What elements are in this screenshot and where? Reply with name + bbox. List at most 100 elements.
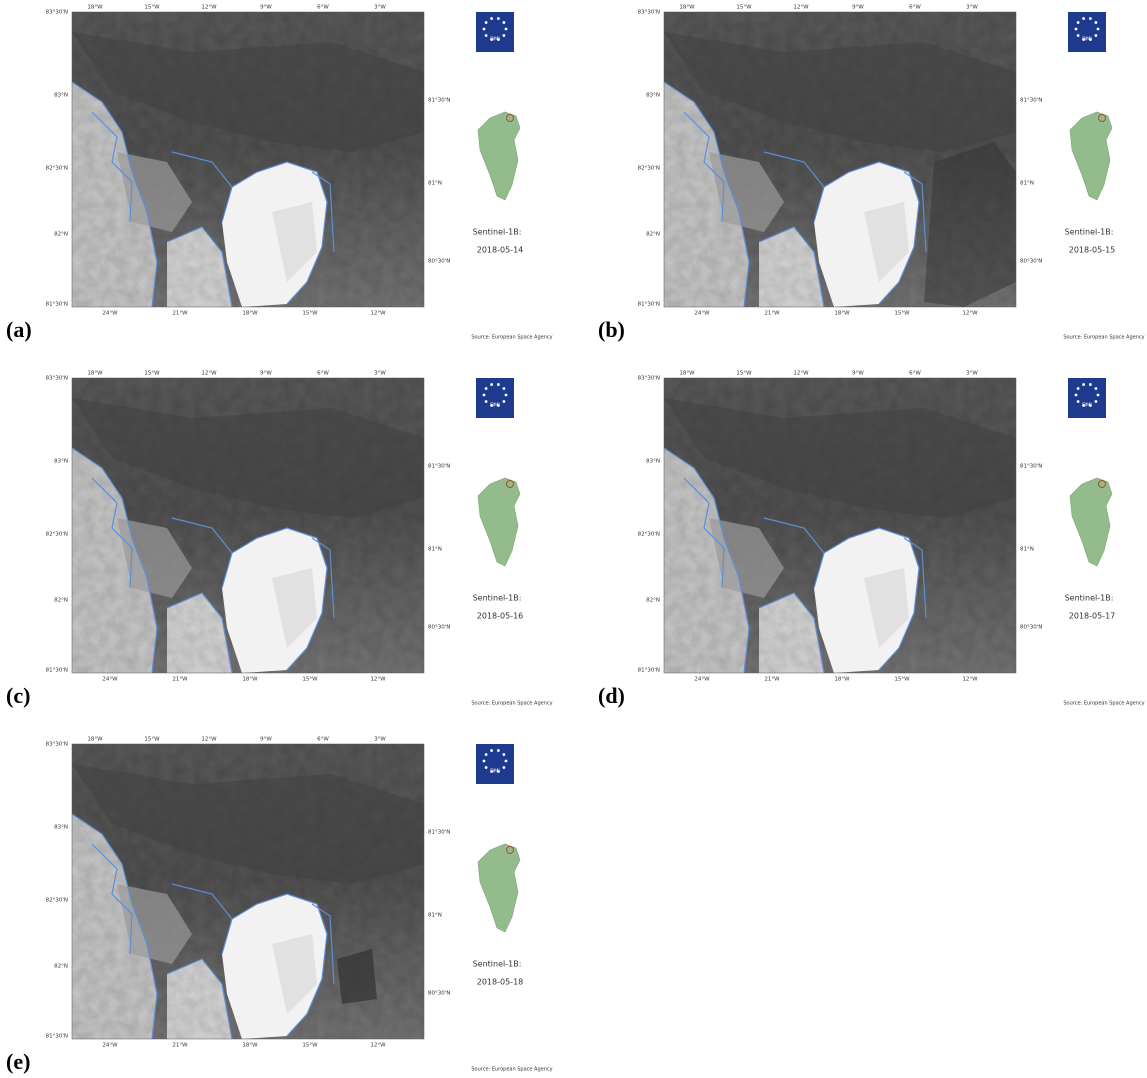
satellite-image xyxy=(72,378,424,673)
dmi-logo: DMI xyxy=(476,12,514,52)
greenland-map xyxy=(478,844,520,932)
top-tick-label: 6°W xyxy=(317,371,329,377)
bottom-tick-label: 15°W xyxy=(302,311,318,317)
bottom-tick-label: 18°W xyxy=(242,311,258,317)
top-tick-label: 9°W xyxy=(852,371,864,377)
bottom-tick-label: 24°W xyxy=(102,311,118,317)
panel: 18°W15°W12°W9°W6°W3°W83°30'N83°N82°30'N8… xyxy=(6,371,553,709)
top-tick-label: 6°W xyxy=(909,5,921,11)
logo-star xyxy=(483,28,486,31)
bottom-tick-label: 15°W xyxy=(894,311,910,317)
logo-star xyxy=(497,383,500,386)
logo-star xyxy=(505,394,508,397)
top-tick-label: 3°W xyxy=(966,5,978,11)
date-label: 2018-05-15 xyxy=(1069,246,1116,255)
logo-box xyxy=(476,744,514,784)
greenland-map xyxy=(1070,478,1112,566)
figure: 18°W 15°W 12°W 9°W 6°W 3°W 83°30'N 83°N 82°30'N 8… xyxy=(0,0,1147,1078)
right-tick-label: 81°N xyxy=(1020,547,1034,553)
top-tick-label: 3°W xyxy=(966,371,978,377)
left-tick-label: 81°30'N xyxy=(46,1034,68,1040)
logo-star xyxy=(497,17,500,20)
logo-star xyxy=(502,387,505,390)
top-tick-label: 9°W xyxy=(260,737,272,743)
bottom-tick-label: 12°W xyxy=(962,677,978,683)
left-tick-label: 82°N xyxy=(646,598,660,604)
bottom-tick-label: 21°W xyxy=(172,311,188,317)
top-tick-label: 15°W xyxy=(144,371,160,377)
right-tick-label: 81°30'N xyxy=(428,830,450,836)
left-tick-label: 83°N xyxy=(54,825,68,831)
logo-star xyxy=(490,17,493,20)
logo-star xyxy=(505,760,508,763)
left-tick-label: 83°30'N xyxy=(46,742,68,748)
date-label: 2018-05-14 xyxy=(477,246,524,255)
logo-star xyxy=(485,34,488,37)
dmi-logo: DMI xyxy=(476,378,514,418)
logo-star xyxy=(1077,387,1080,390)
date-label: 2018-05-16 xyxy=(477,612,524,621)
top-tick-label: 12°W xyxy=(793,5,809,11)
right-tick-label: 81°30'N xyxy=(1020,464,1042,470)
left-tick-label: 82°30'N xyxy=(46,166,68,172)
left-tick-label: 82°N xyxy=(646,232,660,238)
source-label: Source: European Space Agency xyxy=(471,1067,552,1073)
right-tick-label: 81°N xyxy=(428,181,442,187)
panel-label: (c) xyxy=(6,683,30,708)
date-label: 2018-05-17 xyxy=(1069,612,1116,621)
logo-star xyxy=(502,400,505,403)
top-tick-label: 3°W xyxy=(374,737,386,743)
panel-label: (e) xyxy=(6,1049,30,1074)
left-tick-label: 83°N xyxy=(646,93,660,99)
left-tick-label: 81°30'N xyxy=(46,302,68,308)
left-tick-label: 82°30'N xyxy=(638,166,660,172)
top-tick-label: 15°W xyxy=(144,737,160,743)
logo-star xyxy=(1094,21,1097,24)
source-label: Source: European Space Agency xyxy=(1063,701,1144,707)
left-tick-label: 81°30'N xyxy=(638,302,660,308)
bottom-tick-label: 18°W xyxy=(834,677,850,683)
logo-star xyxy=(1094,400,1097,403)
logo-star xyxy=(497,749,500,752)
left-tick-label: 81°30'N xyxy=(638,668,660,674)
left-tick-label: 82°N xyxy=(54,232,68,238)
bottom-tick-label: 24°W xyxy=(102,1043,118,1049)
logo-star xyxy=(1077,400,1080,403)
open-water xyxy=(924,142,1016,307)
left-tick-label: 82°30'N xyxy=(46,532,68,538)
logo-star xyxy=(485,753,488,756)
logo-star xyxy=(502,753,505,756)
left-tick-label: 83°30'N xyxy=(638,376,660,382)
bottom-tick-label: 18°W xyxy=(834,311,850,317)
right-tick-label: 80°30'N xyxy=(1020,625,1042,631)
greenland-map xyxy=(478,478,520,566)
bottom-tick-label: 24°W xyxy=(694,677,710,683)
top-tick-label: 9°W xyxy=(260,371,272,377)
page: {"top_labels": ["18°W", "15°W", "12°W", … xyxy=(0,0,1147,1078)
bottom-tick-label: 12°W xyxy=(370,677,386,683)
logo-star xyxy=(502,766,505,769)
greenland-map xyxy=(1070,112,1112,200)
right-tick-label: 81°N xyxy=(428,547,442,553)
left-tick-label: 82°30'N xyxy=(46,898,68,904)
satellite-image xyxy=(72,744,424,1039)
logo-box xyxy=(476,378,514,418)
sensor-label: Sentinel-1B: xyxy=(1065,594,1114,603)
logo-star xyxy=(490,383,493,386)
bottom-tick-label: 18°W xyxy=(242,677,258,683)
bottom-tick-label: 21°W xyxy=(172,677,188,683)
left-tick-label: 83°N xyxy=(54,93,68,99)
logo-star xyxy=(502,34,505,37)
bottom-tick-label: 24°W xyxy=(694,311,710,317)
top-tick-label: 9°W xyxy=(260,5,272,11)
top-tick-label: 6°W xyxy=(909,371,921,377)
top-tick-label: 18°W xyxy=(87,371,103,377)
right-tick-label: 81°N xyxy=(1020,181,1034,187)
bottom-tick-label: 21°W xyxy=(764,677,780,683)
logo-star xyxy=(1089,383,1092,386)
left-tick-label: 83°30'N xyxy=(46,376,68,382)
left-tick-label: 82°30'N xyxy=(638,532,660,538)
date-label: 2018-05-18 xyxy=(477,978,524,987)
